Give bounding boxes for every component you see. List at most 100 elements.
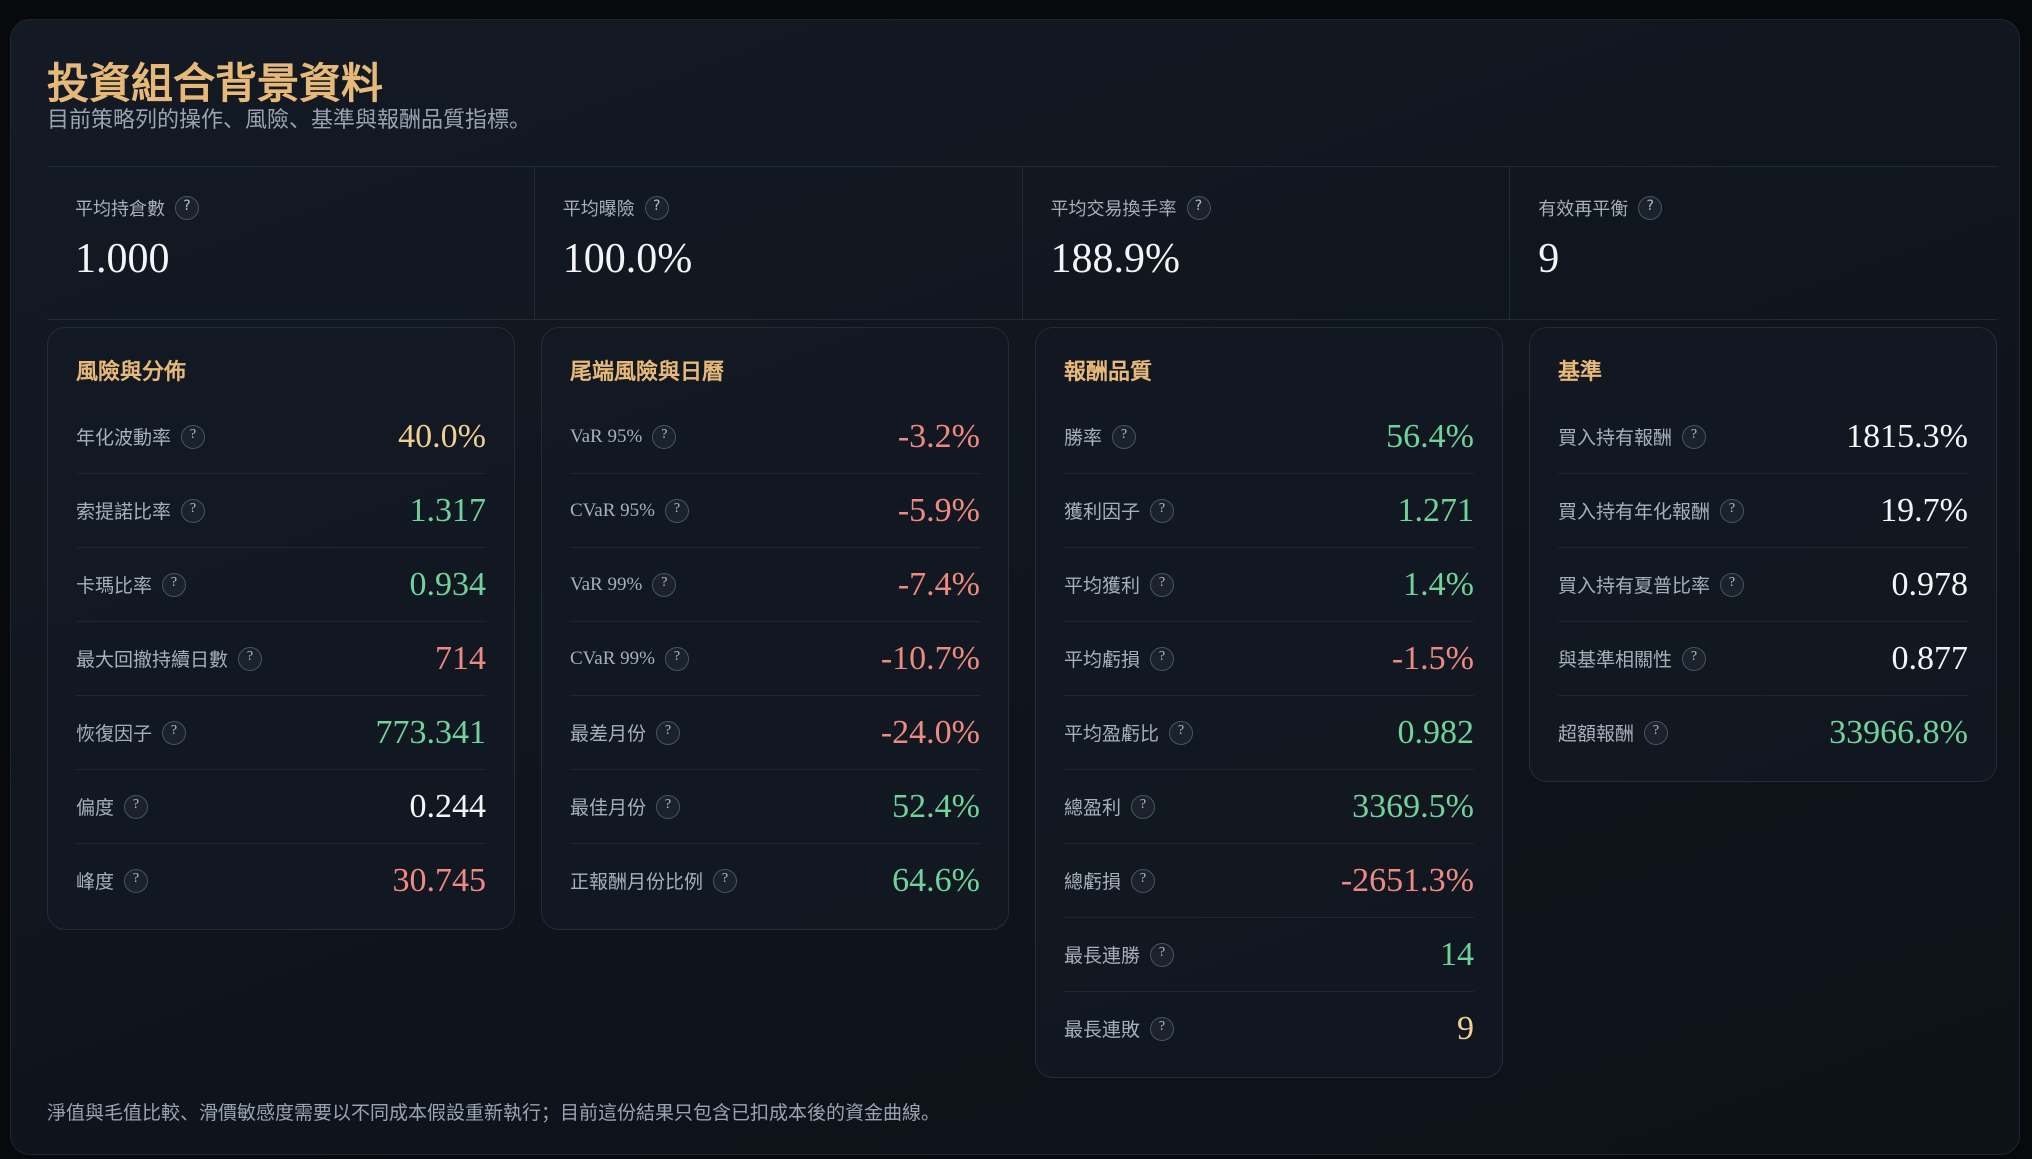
label-text: 有效再平衡 xyxy=(1538,199,1629,220)
metric-row: 卡瑪比率 0.934 xyxy=(76,548,486,622)
label-text: 峰度 xyxy=(76,872,115,893)
help-icon[interactable] xyxy=(1720,498,1745,523)
help-icon[interactable] xyxy=(664,498,689,523)
metric-value: -24.0% xyxy=(880,713,980,751)
label-text: 索提諾比率 xyxy=(76,502,172,523)
panel-title: 報酬品質 xyxy=(1064,359,1153,384)
metric-value: 0.244 xyxy=(409,787,487,825)
metric-value: 773.341 xyxy=(375,713,487,751)
metric-label: 索提諾比率 xyxy=(76,497,206,524)
metric-value: 0.934 xyxy=(409,565,487,603)
label-text: VaR 99% xyxy=(570,573,643,595)
help-icon[interactable] xyxy=(1112,424,1137,449)
summary-value: 1.000 xyxy=(75,236,170,282)
metric-value: 52.4% xyxy=(892,787,980,825)
help-icon[interactable] xyxy=(181,424,206,449)
help-icon[interactable] xyxy=(1150,646,1175,671)
help-icon[interactable] xyxy=(1644,720,1669,745)
summary-label: 平均持倉數 xyxy=(75,195,506,221)
help-icon[interactable] xyxy=(713,868,738,893)
label-text: 最大回撤持續日數 xyxy=(76,650,229,671)
metric-value: 9 xyxy=(1457,1009,1474,1047)
label-text: 總虧損 xyxy=(1064,872,1122,893)
help-icon[interactable] xyxy=(1720,572,1745,597)
metric-row: 買入持有夏普比率 0.978 xyxy=(1558,548,1968,622)
metric-value: -10.7% xyxy=(880,639,980,677)
label-text: 平均交易換手率 xyxy=(1050,199,1177,220)
metric-value: 1.271 xyxy=(1397,491,1475,529)
label-text: 最長連勝 xyxy=(1064,946,1141,967)
metric-label: 總盈利 xyxy=(1064,793,1156,820)
metric-row: CVaR 95% -5.9% xyxy=(570,474,980,548)
help-icon[interactable] xyxy=(656,794,681,819)
help-icon[interactable] xyxy=(652,424,677,449)
help-icon[interactable] xyxy=(238,646,263,671)
metric-row: 平均虧損 -1.5% xyxy=(1064,622,1474,696)
help-icon[interactable] xyxy=(652,572,677,597)
metric-value: -1.5% xyxy=(1391,639,1474,677)
metric-label: 正報酬月份比例 xyxy=(570,867,738,894)
help-icon[interactable] xyxy=(1131,868,1156,893)
metric-row: 平均獲利 1.4% xyxy=(1064,548,1474,622)
panel-title: 尾端風險與日曆 xyxy=(570,359,725,384)
metric-label: 平均虧損 xyxy=(1064,645,1175,672)
metric-row: 買入持有報酬 1815.3% xyxy=(1558,400,1968,474)
metric-value: 1815.3% xyxy=(1846,417,1968,455)
label-text: 平均盈虧比 xyxy=(1064,724,1160,745)
metric-row: 最長連勝 14 xyxy=(1064,918,1474,992)
help-icon[interactable] xyxy=(1638,196,1663,220)
label-text: 總盈利 xyxy=(1064,798,1122,819)
help-icon[interactable] xyxy=(1150,572,1175,597)
metric-label: 買入持有夏普比率 xyxy=(1558,571,1745,598)
metric-row: 總盈利 3369.5% xyxy=(1064,770,1474,844)
metric-row: 峰度 30.745 xyxy=(76,844,486,917)
label-text: 偏度 xyxy=(76,798,115,819)
help-icon[interactable] xyxy=(656,720,681,745)
help-icon[interactable] xyxy=(1169,720,1194,745)
help-icon[interactable] xyxy=(162,572,187,597)
help-icon[interactable] xyxy=(1150,1016,1175,1041)
metric-value: 40.0% xyxy=(398,417,486,455)
metric-label: CVaR 99% xyxy=(570,646,689,671)
label-text: 買入持有年化報酬 xyxy=(1558,502,1711,523)
help-icon[interactable] xyxy=(1150,498,1175,523)
label-text: CVaR 99% xyxy=(570,647,655,669)
help-icon[interactable] xyxy=(181,498,206,523)
help-icon[interactable] xyxy=(175,196,199,220)
label-text: 與基準相關性 xyxy=(1558,650,1673,671)
label-text: 年化波動率 xyxy=(76,428,172,449)
metric-value: -2651.3% xyxy=(1340,861,1474,899)
metric-row: 恢復因子 773.341 xyxy=(76,696,486,770)
label-text: 恢復因子 xyxy=(76,724,153,745)
footnote: 淨值與毛值比較、滑價敏感度需要以不同成本假設重新執行；目前這份結果只包含已扣成本… xyxy=(47,1102,941,1124)
metric-row: 年化波動率 40.0% xyxy=(76,400,486,474)
help-icon[interactable] xyxy=(1131,794,1156,819)
metric-value: 64.6% xyxy=(892,861,980,899)
help-icon[interactable] xyxy=(124,794,149,819)
help-icon[interactable] xyxy=(664,646,689,671)
summary-value: 100.0% xyxy=(562,236,693,282)
metric-label: 與基準相關性 xyxy=(1558,645,1707,672)
label-text: 勝率 xyxy=(1064,428,1103,449)
summary-value: 188.9% xyxy=(1050,236,1181,282)
help-icon[interactable] xyxy=(124,868,149,893)
metric-value: 1.4% xyxy=(1403,565,1474,603)
metric-value: 714 xyxy=(435,639,486,677)
label-text: 平均虧損 xyxy=(1064,650,1141,671)
help-icon[interactable] xyxy=(1682,424,1707,449)
metric-label: 最佳月份 xyxy=(570,793,681,820)
help-icon[interactable] xyxy=(644,196,669,220)
metric-label: 卡瑪比率 xyxy=(76,571,187,598)
title: 投資組合背景資料 xyxy=(47,62,384,108)
metric-label: 總虧損 xyxy=(1064,867,1156,894)
help-icon[interactable] xyxy=(1682,646,1707,671)
help-icon[interactable] xyxy=(1150,942,1175,967)
metric-label: 超額報酬 xyxy=(1558,719,1669,746)
help-icon[interactable] xyxy=(1186,196,1211,220)
metric-label: 最差月份 xyxy=(570,719,681,746)
metric-row: 買入持有年化報酬 19.7% xyxy=(1558,474,1968,548)
metric-row: 偏度 0.244 xyxy=(76,770,486,844)
metric-row: 最長連敗 9 xyxy=(1064,992,1474,1065)
metric-value: 1.317 xyxy=(409,491,487,529)
help-icon[interactable] xyxy=(162,720,187,745)
